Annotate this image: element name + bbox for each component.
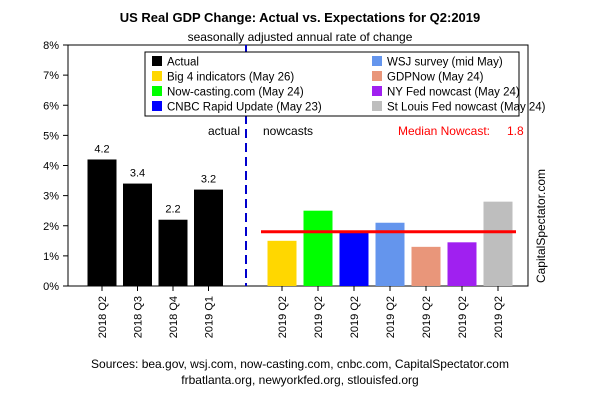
y-tick-label: 8% (43, 40, 59, 52)
x-tick-label: 2019 Q2 (457, 296, 469, 338)
y-tick-label: 5% (43, 130, 59, 142)
x-tick-label: 2019 Q1 (204, 296, 216, 338)
x-tick-label: 2018 Q4 (168, 296, 180, 338)
legend-swatch (372, 56, 382, 66)
legend-label: WSJ survey (mid May) (387, 57, 503, 69)
nowcast-bar (483, 201, 513, 286)
section-label-nowcasts: nowcasts (263, 124, 313, 138)
legend-swatch (152, 101, 162, 111)
chart-title: US Real GDP Change: Actual vs. Expectati… (120, 10, 481, 25)
x-tick-label: 2019 Q2 (385, 296, 397, 338)
actual-bar-value-label: 3.2 (201, 174, 216, 186)
legend-label: CNBC Rapid Update (May 23) (167, 102, 322, 114)
nowcast-bar (303, 210, 333, 286)
x-tick-label: 2018 Q2 (97, 296, 109, 338)
median-nowcast-value: 1.8 (507, 124, 524, 138)
actual-bar (194, 189, 223, 286)
actual-bar-value-label: 3.4 (130, 168, 145, 180)
actual-bar-value-label: 2.2 (165, 204, 180, 216)
nowcast-bar (447, 242, 477, 286)
x-tick-label: 2018 Q3 (133, 296, 145, 338)
x-tick-label: 2019 Q2 (493, 296, 505, 338)
y-axis: 0% 1% 2% 3% 4% 5% 6% 7% 8% (43, 40, 68, 293)
actual-bar (158, 219, 188, 286)
nowcast-bar (267, 240, 297, 286)
x-tick-label: 2019 Q2 (349, 296, 361, 338)
legend-swatch (152, 86, 162, 96)
y-tick-label: 1% (43, 251, 59, 263)
actual-bar-value-label: 4.2 (94, 143, 109, 155)
legend: Actual WSJ survey (mid May) Big 4 indicato… (144, 51, 546, 117)
y-tick-label: 0% (43, 281, 59, 293)
bars: 4.2 3.4 2.2 3.2 (87, 143, 513, 286)
y-tick-label: 3% (43, 191, 59, 203)
x-tick-label: 2019 Q2 (313, 296, 325, 338)
legend-label: GDPNow (May 24) (387, 72, 484, 84)
section-label-actual: actual (208, 124, 240, 138)
y-tick-label: 2% (43, 221, 59, 233)
median-nowcast-label: Median Nowcast: (398, 124, 490, 138)
legend-label: Now-casting.com (May 24) (167, 87, 304, 99)
x-axis: 2018 Q2 2018 Q3 2018 Q4 2019 Q1 2019 Q2 2019 … (97, 286, 505, 338)
actual-bar (87, 159, 117, 286)
legend-label: Actual (167, 57, 199, 69)
watermark: CapitalSpectator.com (534, 169, 548, 283)
legend-label: NY Fed nowcast (May 24) (387, 87, 520, 99)
nowcast-bar (339, 231, 369, 286)
chart-subtitle: seasonally adjusted annual rate of chang… (188, 30, 413, 44)
legend-swatch (372, 101, 382, 111)
y-tick-label: 6% (43, 100, 59, 112)
y-tick-label: 7% (43, 70, 59, 82)
legend-swatch (152, 71, 162, 81)
legend-box (144, 51, 520, 117)
legend-swatch (372, 86, 382, 96)
legend-label: Big 4 indicators (May 26) (167, 72, 294, 84)
legend-swatch (152, 56, 162, 66)
nowcast-bar (375, 222, 405, 286)
sources-line-1: Sources: bea.gov, wsj.com, now-casting.c… (91, 357, 509, 371)
x-tick-label: 2019 Q2 (277, 296, 289, 338)
sources-line-2: frbatlanta.org, newyorkfed.org, stlouisf… (181, 373, 418, 387)
legend-label: St Louis Fed nowcast (May 24) (387, 102, 546, 114)
y-tick-label: 4% (43, 161, 59, 173)
nowcast-bar (411, 246, 441, 286)
actual-bar (123, 183, 152, 286)
x-tick-label: 2019 Q2 (421, 296, 433, 338)
legend-swatch (372, 71, 382, 81)
